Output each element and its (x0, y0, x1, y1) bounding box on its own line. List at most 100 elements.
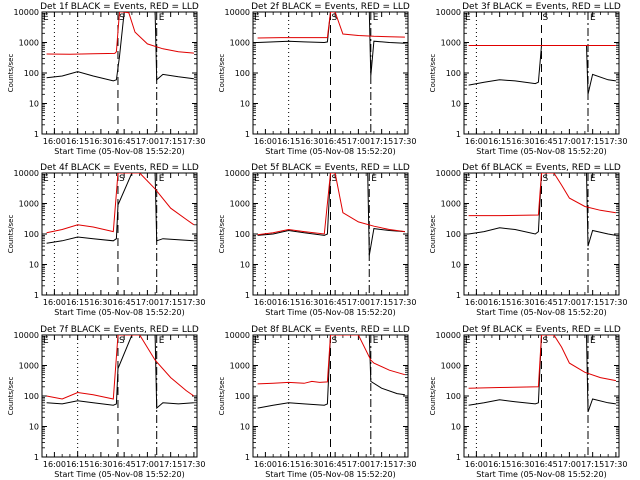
x-axis-label: Start Time (05-Nov-08 15:52:20) (265, 147, 395, 156)
chart-title: Det 7f BLACK = Events, RED = LLD (40, 325, 199, 335)
x-tick-label: 16:30 (300, 137, 323, 146)
y-tick-label: 10000 (225, 331, 250, 340)
y-axis-label: Counts/sec (218, 377, 226, 416)
end-marker-label: E (254, 13, 260, 23)
y-axis-label: Counts/sec (429, 54, 437, 93)
y-tick-label: 1 (456, 130, 461, 139)
end-marker-label: E (590, 13, 596, 23)
x-tick-label: 17:00 (347, 460, 370, 469)
x-tick-label: 17:30 (604, 460, 627, 469)
end-marker-label: E (465, 13, 471, 23)
x-tick-label: 16:15 (488, 298, 511, 307)
x-tick-label: 17:15 (159, 460, 182, 469)
y-tick-label: 100 (446, 392, 461, 401)
x-tick-label: 17:30 (393, 137, 416, 146)
x-tick-label: 16:45 (324, 137, 347, 146)
x-tick-label: 16:45 (113, 460, 136, 469)
y-tick-label: 100 (235, 392, 250, 401)
series-line-events (468, 335, 616, 413)
start-marker-label: S (332, 13, 338, 23)
x-tick-label: 17:00 (136, 298, 159, 307)
end-marker-label: E (371, 174, 377, 184)
chart-title: Det 8f BLACK = Events, RED = LLD (251, 325, 410, 335)
x-tick-label: 17:15 (370, 460, 393, 469)
end-marker-label: E (465, 174, 471, 184)
x-tick-label: 17:30 (182, 298, 205, 307)
x-tick-label: 17:30 (393, 460, 416, 469)
x-tick-label: 16:00 (254, 460, 277, 469)
x-tick-label: 16:00 (465, 460, 488, 469)
x-axis-label: Start Time (05-Nov-08 15:52:20) (265, 470, 395, 479)
x-tick-label: 17:15 (159, 298, 182, 307)
x-tick-label: 16:45 (113, 298, 136, 307)
x-tick-label: 16:30 (89, 460, 112, 469)
end-marker-label: E (159, 174, 165, 184)
y-tick-label: 1 (34, 453, 39, 462)
x-tick-label: 17:00 (136, 460, 159, 469)
x-tick-label: 17:30 (604, 298, 627, 307)
y-tick-label: 10000 (14, 331, 39, 340)
x-tick-label: 16:30 (89, 298, 112, 307)
x-axis-label: Start Time (05-Nov-08 15:52:20) (54, 308, 184, 317)
y-tick-label: 10000 (14, 8, 39, 17)
y-tick-label: 1 (245, 130, 250, 139)
x-tick-label: 16:15 (66, 460, 89, 469)
x-tick-label: 16:30 (89, 137, 112, 146)
start-marker-label: S (119, 13, 125, 23)
y-tick-label: 10000 (225, 8, 250, 17)
start-marker-label: S (119, 174, 125, 184)
series-line-lld (257, 173, 405, 236)
chart-title: Det 1f BLACK = Events, RED = LLD (40, 2, 199, 12)
x-tick-label: 16:15 (66, 298, 89, 307)
y-tick-label: 10 (29, 100, 39, 109)
x-tick-label: 16:15 (488, 460, 511, 469)
start-marker-label: S (543, 13, 549, 23)
chart-title: Det 6f BLACK = Events, RED = LLD (462, 163, 621, 173)
x-axis-label: Start Time (05-Nov-08 15:52:20) (476, 147, 606, 156)
x-tick-label: 16:15 (277, 298, 300, 307)
x-tick-label: 16:45 (535, 460, 558, 469)
x-tick-label: 17:15 (581, 460, 604, 469)
end-marker-label: E (43, 336, 49, 346)
y-tick-label: 100 (235, 69, 250, 78)
x-tick-label: 16:00 (254, 298, 277, 307)
y-axis-label: Counts/sec (7, 54, 15, 93)
y-axis-label: Counts/sec (7, 215, 15, 254)
y-axis-label: Counts/sec (218, 54, 226, 93)
series-line-events (257, 12, 405, 77)
series-line-lld (468, 173, 616, 217)
x-tick-label: 17:00 (347, 298, 370, 307)
x-tick-label: 17:30 (393, 298, 416, 307)
series-line-lld (46, 335, 195, 400)
x-axis-label: Start Time (05-Nov-08 15:52:20) (476, 470, 606, 479)
y-tick-label: 1000 (230, 39, 250, 48)
series-line-events (46, 173, 194, 244)
y-tick-label: 1000 (19, 200, 39, 209)
y-tick-label: 1000 (19, 362, 39, 371)
series-line-lld (257, 12, 405, 39)
end-marker-label: E (159, 336, 165, 346)
y-tick-label: 100 (446, 69, 461, 78)
x-tick-label: 17:15 (581, 137, 604, 146)
x-axis-label: Start Time (05-Nov-08 15:52:20) (54, 470, 184, 479)
series-line-events (257, 335, 405, 409)
y-axis-label: Counts/sec (218, 215, 226, 254)
x-tick-label: 17:00 (136, 137, 159, 146)
series-line-events (46, 335, 194, 410)
x-tick-label: 16:15 (488, 137, 511, 146)
y-tick-label: 100 (24, 230, 39, 239)
series-line-lld (468, 335, 616, 389)
series-line-lld (46, 173, 195, 234)
y-tick-label: 1 (34, 130, 39, 139)
x-tick-label: 16:30 (511, 460, 534, 469)
x-tick-label: 16:00 (465, 298, 488, 307)
y-tick-label: 10 (240, 423, 250, 432)
y-axis-label: Counts/sec (429, 215, 437, 254)
chart-panel-9: Det 9f BLACK = Events, RED = LLD 1 10 100 10… (429, 325, 627, 479)
end-marker-label: E (373, 336, 379, 346)
y-tick-label: 10 (451, 100, 461, 109)
plot-frame (41, 11, 198, 135)
y-tick-label: 10 (240, 100, 250, 109)
y-tick-label: 10000 (436, 8, 461, 17)
x-tick-label: 16:30 (300, 460, 323, 469)
